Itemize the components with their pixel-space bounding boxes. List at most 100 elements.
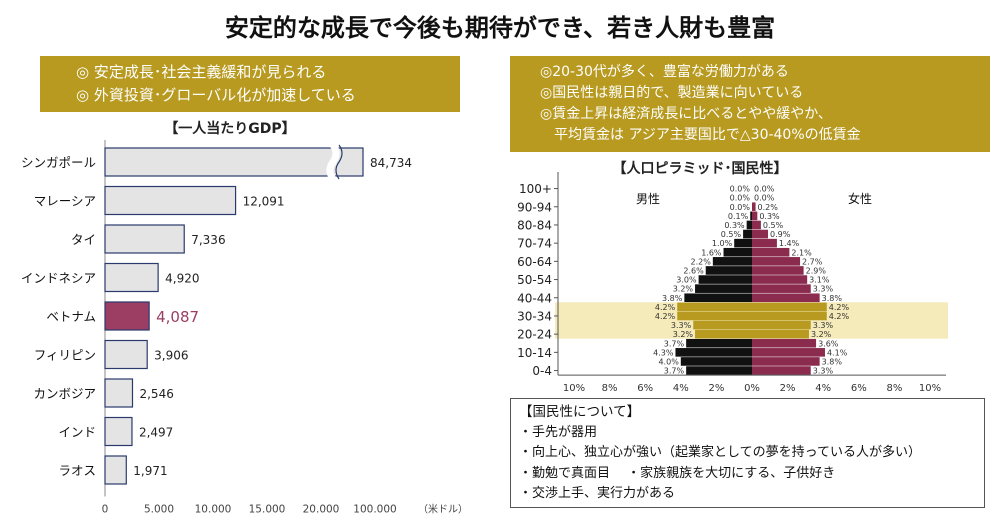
gdp-x-tick-label: 10.000 [195,504,232,515]
pyramid-male-bar [677,311,752,321]
gdp-bar-chart: シンガポール 84,734 マレーシア 12,091 タイ 7,336 インドネシア 4,92… [21,140,468,515]
pyramid-female-value-label: 3.8% [822,294,843,303]
pyramid-male-value-label: 3.0% [676,276,697,285]
pyramid-female-bar [752,238,777,248]
pyramid-male-value-label: 0.0% [730,194,751,203]
pyramid-male-bar [680,357,752,366]
gdp-value-label: 1,971 [133,464,167,478]
pyramid-female-bar [752,357,820,366]
pyramid-female-bar [752,266,804,275]
pyramid-age-label: 30-34 [517,309,552,323]
gdp-value-label: 12,091 [243,195,285,209]
pyramid-male-bar [743,229,752,239]
pyramid-female-bar [752,202,756,212]
pyramid-female-value-label: 1.4% [779,239,800,248]
pyramid-female-value-label: 0.0% [754,185,775,194]
pyramid-male-value-label: 3.7% [664,339,685,348]
pyramid-female-bar [752,329,809,339]
pyramid-female-value-label: 3.8% [822,357,843,366]
pyramid-female-bar [752,320,811,330]
gdp-x-tick-label: 15.000 [249,504,286,515]
pyramid-female-value-label: 3.3% [813,321,834,330]
pyramid-female-bar [752,229,769,239]
pyramid-x-tick-label: 10% [563,383,585,394]
pyramid-age-label: 100+ [519,182,552,196]
pyramid-male-value-label: 2.6% [683,266,704,275]
pyramid-female-value-label: 0.3% [759,212,780,221]
pyramid-female-bar [752,302,827,312]
pyramid-x-tick-label: 4% [673,383,689,394]
pyramid-male-bar [750,211,752,221]
pyramid-male-bar [695,329,752,339]
pyramid-male-value-label: 1.0% [712,239,733,248]
pyramid-male-bar [698,275,752,284]
gdp-category-label: インド [58,425,96,440]
pyramid-female-value-label: 0.9% [770,230,791,239]
right-banner-line: ◎賃金上昇は経済成長に比べるとやや緩やか、 [540,106,832,122]
gdp-category-label: カンボジア [33,386,96,401]
gdp-value-label: 84,734 [370,156,412,170]
pyramid-female-value-label: 2.7% [802,257,823,266]
pyramid-female-value-label: 3.2% [811,330,832,339]
gdp-chart-title: 【一人当たりGDP】 [164,121,296,137]
pyramid-male-value-label: 4.2% [655,312,676,321]
pyramid-x-tick-label: 8% [602,383,618,394]
pyramid-x-tick-label: 8% [886,383,902,394]
pyramid-female-value-label: 4.2% [829,303,850,312]
pyramid-female-bar [752,275,808,284]
pyramid-x-tick-label: 10% [919,383,941,394]
pyramid-male-bar [705,266,752,275]
gdp-bar [104,416,133,447]
gdp-value-label: 3,906 [154,349,188,363]
pyramid-male-value-label: 1.6% [701,248,722,257]
national-character-item: ・交渉上手、実行力がある [519,486,676,501]
pyramid-female-bar [752,211,758,221]
national-character-item: ・勤勉で真面目 ・家族親族を大切にする、子供好き [519,465,836,481]
gdp-category-label: タイ [71,232,96,247]
pyramid-x-tick-label: 0% [744,383,760,394]
page-title: 安定的な成長で今後も期待ができ、若き人財も豊富 [224,14,776,42]
pyramid-female-value-label: 3.1% [809,276,830,285]
pyramid-male-bar [734,238,752,248]
pyramid-female-value-label: 3.3% [813,367,834,376]
pyramid-female-bar [752,311,827,321]
pyramid-age-label: 20-24 [517,328,552,342]
pyramid-male-bar [746,220,752,230]
pyramid-male-value-label: 3.7% [664,367,685,376]
pyramid-female-bar [752,293,820,303]
pyramid-male-bar [712,257,752,266]
right-summary-banner: ◎20-30代が多く、豊富な労働力がある ◎国民性は親日的で、製造業に向いている… [510,56,990,152]
pyramid-male-value-label: 3.2% [673,330,694,339]
pyramid-female-value-label: 0.2% [758,203,779,212]
pyramid-chart-title: 【人口ピラミッド･国民性】 [612,161,788,177]
pyramid-female-bar [752,284,811,293]
pyramid-male-value-label: 2.2% [691,257,712,266]
pyramid-male-bar [677,302,752,312]
pyramid-x-tick-label: 2% [780,383,796,394]
pyramid-male-value-label: 3.2% [673,285,694,294]
pyramid-x-tick-label: 2% [708,383,724,394]
gdp-bar [104,378,134,408]
gdp-value-label: 2,497 [139,426,173,440]
pyramid-male-value-label: 3.3% [671,321,692,330]
gdp-category-label: ラオス [58,463,96,478]
gdp-value-label: 7,336 [191,233,225,247]
left-banner-line: ◎ 安定成長･社会主義緩和が見られる [76,63,327,81]
pyramid-male-value-label: 3.8% [662,294,683,303]
pyramid-male-value-label: 0.3% [724,221,745,230]
gdp-category-label: フィリピン [34,348,96,363]
pyramid-male-bar [675,348,752,357]
pyramid-male-bar [686,366,752,375]
pyramid-female-value-label: 0.5% [763,221,784,230]
pyramid-male-value-label: 4.2% [655,303,676,312]
pyramid-legend-male: 男性 [636,192,660,206]
gdp-bar [104,301,150,331]
national-character-item: ・手先が器用 [519,424,598,440]
pyramid-female-value-label: 2.9% [806,266,827,275]
pyramid-female-bar [752,257,801,266]
gdp-axis-break-mark [335,144,343,180]
left-banner-line: ◎ 外資投資･グローバル化が加速している [76,86,356,104]
right-banner-line: ◎国民性は親日的で、製造業に向いている [540,85,804,101]
pyramid-female-value-label: 0.0% [754,194,775,203]
pyramid-age-label: 90-94 [517,200,552,214]
